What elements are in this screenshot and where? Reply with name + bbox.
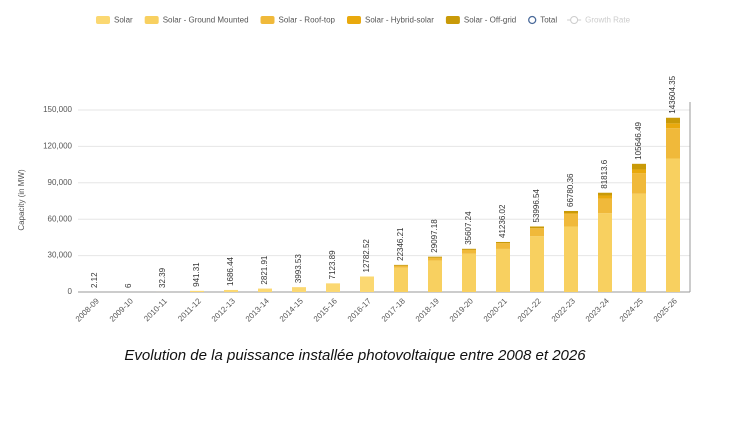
bar-segment bbox=[258, 289, 272, 292]
total-label: 53996.54 bbox=[532, 189, 541, 223]
bar-segment bbox=[632, 164, 646, 170]
total-label: 2821.91 bbox=[260, 255, 269, 284]
x-tick-label: 2020-21 bbox=[482, 296, 510, 324]
bar-segment bbox=[360, 276, 374, 292]
x-tick-label: 2013-14 bbox=[244, 296, 272, 324]
bar-segment bbox=[462, 249, 476, 250]
legend-label: Solar - Hybrid-solar bbox=[365, 16, 434, 25]
total-label: 6 bbox=[124, 283, 133, 288]
bar-segment bbox=[666, 159, 680, 292]
x-tick-label: 2008-09 bbox=[74, 296, 102, 324]
bar-segment bbox=[462, 254, 476, 292]
bar-segment bbox=[632, 169, 646, 173]
legend-swatch bbox=[145, 16, 159, 24]
total-label: 941.31 bbox=[192, 262, 201, 287]
total-label: 3993.53 bbox=[294, 254, 303, 283]
x-tick-label: 2010-11 bbox=[142, 296, 169, 323]
legend-label: Solar - Roof-top bbox=[279, 16, 336, 25]
bar-segment bbox=[666, 118, 680, 124]
bar-segment bbox=[292, 287, 306, 292]
bar-segment bbox=[326, 283, 340, 292]
x-tick-label: 2024-25 bbox=[618, 296, 646, 324]
total-label: 12782.52 bbox=[362, 239, 371, 273]
bar-segment bbox=[564, 213, 578, 214]
total-label: 2.12 bbox=[90, 272, 99, 288]
bar-segment bbox=[598, 193, 612, 196]
x-tick-label: 2018-19 bbox=[414, 296, 442, 324]
legend-swatch bbox=[96, 16, 110, 24]
y-tick-label: 30,000 bbox=[48, 251, 73, 260]
bar-segment bbox=[632, 194, 646, 292]
y-tick-label: 120,000 bbox=[43, 142, 72, 151]
bar-segment bbox=[530, 228, 544, 236]
legend-label: Total bbox=[540, 16, 557, 25]
x-tick-label: 2014-15 bbox=[278, 296, 306, 324]
y-tick-label: 150,000 bbox=[43, 105, 72, 114]
bar-segment bbox=[564, 211, 578, 213]
total-label: 105646.49 bbox=[634, 121, 643, 159]
bar-segment bbox=[666, 128, 680, 158]
bar-segment bbox=[428, 260, 442, 292]
bar-segment bbox=[462, 250, 476, 254]
bar-segment bbox=[394, 266, 408, 268]
total-label: 81813.6 bbox=[600, 159, 609, 188]
bar-segment bbox=[564, 226, 578, 292]
legend-label: Solar - Ground Mounted bbox=[163, 16, 249, 25]
bar-segment bbox=[666, 123, 680, 128]
x-tick-label: 2011-12 bbox=[176, 296, 203, 323]
y-axis-label: Capacity (in MW) bbox=[17, 169, 26, 231]
x-tick-label: 2012-13 bbox=[210, 296, 238, 324]
bar-segment bbox=[190, 291, 204, 292]
total-label: 22346.21 bbox=[396, 227, 405, 261]
bar-segment bbox=[394, 265, 408, 266]
bar-segment bbox=[428, 258, 442, 261]
total-label: 29097.18 bbox=[430, 219, 439, 253]
bar-segment bbox=[394, 268, 408, 292]
y-tick-label: 0 bbox=[68, 287, 73, 296]
bar-segment bbox=[632, 173, 646, 194]
total-label: 66780.36 bbox=[566, 173, 575, 207]
x-tick-label: 2022-23 bbox=[550, 296, 578, 324]
bar-segment bbox=[496, 243, 510, 249]
total-label: 32.39 bbox=[158, 267, 167, 288]
x-tick-label: 2025-26 bbox=[652, 296, 680, 324]
total-label: 41236.02 bbox=[498, 204, 507, 238]
y-tick-label: 60,000 bbox=[48, 214, 73, 223]
x-tick-label: 2015-16 bbox=[312, 296, 340, 324]
bar-segment bbox=[530, 236, 544, 292]
legend-marker bbox=[529, 17, 536, 24]
legend-swatch bbox=[446, 16, 460, 24]
total-label: 1686.44 bbox=[226, 256, 235, 285]
total-label: 7123.89 bbox=[328, 250, 337, 279]
caption: Evolution de la puissance installée phot… bbox=[124, 347, 586, 364]
legend-label: Growth Rate bbox=[585, 16, 630, 25]
bar-segment bbox=[496, 242, 510, 243]
x-tick-label: 2023-24 bbox=[584, 296, 612, 324]
x-tick-label: 2017-18 bbox=[380, 296, 408, 324]
x-tick-label: 2021-22 bbox=[516, 296, 544, 324]
bar-segment bbox=[496, 249, 510, 292]
bar-segment bbox=[598, 213, 612, 292]
x-tick-label: 2009-10 bbox=[108, 296, 136, 324]
bar-segment bbox=[224, 290, 238, 292]
bar-segment bbox=[598, 199, 612, 214]
x-tick-label: 2016-17 bbox=[346, 296, 374, 324]
legend-marker bbox=[571, 17, 578, 24]
bar-segment bbox=[530, 226, 544, 228]
legend-label: Solar - Off-grid bbox=[464, 16, 516, 25]
bar-segment bbox=[598, 196, 612, 199]
bar-segment bbox=[564, 214, 578, 226]
legend-swatch bbox=[347, 16, 361, 24]
total-label: 35607.24 bbox=[464, 211, 473, 245]
bar-segment bbox=[428, 257, 442, 258]
legend-swatch bbox=[261, 16, 275, 24]
total-label: 143604.35 bbox=[668, 75, 677, 113]
x-tick-label: 2019-20 bbox=[448, 296, 476, 324]
y-tick-label: 90,000 bbox=[48, 178, 73, 187]
legend-label: Solar bbox=[114, 16, 133, 25]
